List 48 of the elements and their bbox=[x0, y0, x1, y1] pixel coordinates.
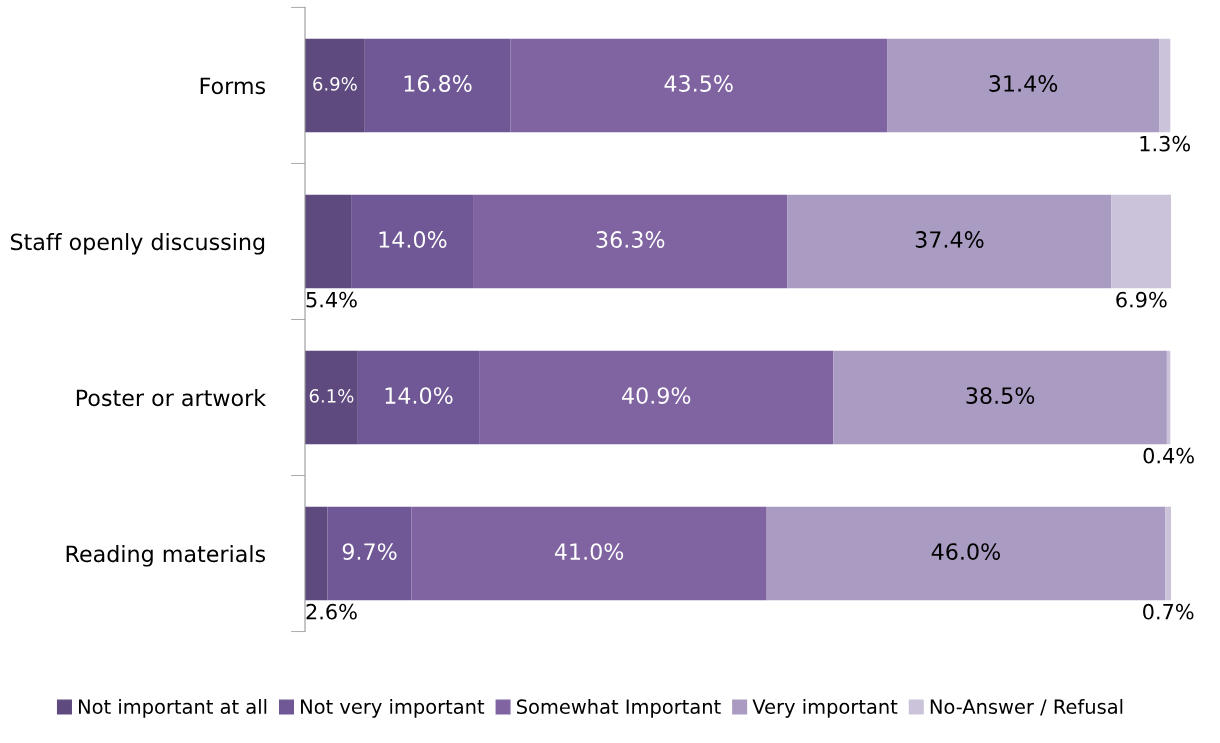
data-label: 9.7% bbox=[342, 543, 397, 560]
data-label: 43.5% bbox=[664, 75, 733, 92]
data-label: 37.4% bbox=[915, 231, 984, 248]
legend-label: No-Answer / Refusal bbox=[930, 698, 1123, 716]
data-label: 36.3% bbox=[596, 231, 665, 248]
bar bbox=[1159, 38, 1171, 133]
legend-label: Somewhat Important bbox=[516, 698, 721, 718]
data-label: 6.9% bbox=[313, 77, 357, 91]
bar bbox=[305, 350, 358, 445]
bar bbox=[327, 506, 412, 601]
bar bbox=[411, 506, 767, 601]
legend-label: Very important bbox=[752, 698, 898, 718]
bar bbox=[305, 506, 328, 601]
data-label: 46.0% bbox=[931, 543, 1000, 560]
y-tick-label: Poster or artwork bbox=[76, 389, 267, 407]
bar bbox=[473, 194, 788, 289]
data-label: 14.0% bbox=[385, 387, 453, 404]
bar bbox=[357, 350, 480, 445]
bar bbox=[305, 194, 352, 289]
bar bbox=[787, 194, 1112, 289]
data-label: 0.4% bbox=[1143, 447, 1194, 464]
bar bbox=[364, 38, 511, 133]
bar bbox=[833, 350, 1167, 445]
bar bbox=[887, 38, 1160, 133]
data-label: 6.1% bbox=[309, 389, 354, 403]
data-label: 2.6% bbox=[306, 603, 357, 620]
legend-label: Not important at all bbox=[79, 698, 267, 718]
data-label: 0.7% bbox=[1143, 603, 1194, 620]
bar bbox=[351, 194, 474, 289]
data-label: 14.0% bbox=[379, 231, 447, 248]
data-label: 41.0% bbox=[554, 543, 624, 560]
data-label: 38.5% bbox=[966, 387, 1035, 404]
bar bbox=[479, 350, 834, 445]
bar bbox=[1165, 506, 1172, 601]
data-label: 6.9% bbox=[1116, 291, 1167, 308]
data-label: 31.4% bbox=[989, 75, 1058, 92]
bar bbox=[1111, 194, 1172, 289]
bar bbox=[510, 38, 888, 133]
y-tick-label: Forms bbox=[200, 77, 266, 95]
bar bbox=[766, 506, 1166, 601]
y-tick-label: Reading materials bbox=[66, 545, 266, 567]
bar bbox=[305, 38, 365, 133]
y-tick-label: Staff openly discussing bbox=[10, 233, 265, 255]
data-label: 16.8% bbox=[404, 75, 472, 92]
data-label: 1.3% bbox=[1140, 135, 1191, 152]
legend-label: Not very important bbox=[301, 698, 485, 718]
data-label: 40.9% bbox=[622, 387, 691, 404]
data-label: 5.4% bbox=[306, 291, 357, 308]
